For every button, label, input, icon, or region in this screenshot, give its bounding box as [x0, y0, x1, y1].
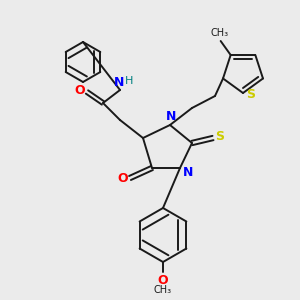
Text: H: H [125, 76, 133, 86]
Text: S: S [215, 130, 224, 143]
Text: N: N [183, 166, 193, 178]
Text: O: O [75, 83, 85, 97]
Text: N: N [166, 110, 176, 124]
Text: O: O [158, 274, 168, 286]
Text: S: S [247, 88, 256, 100]
Text: O: O [118, 172, 128, 184]
Text: N: N [114, 76, 124, 88]
Text: CH₃: CH₃ [154, 285, 172, 295]
Text: CH₃: CH₃ [211, 28, 229, 38]
